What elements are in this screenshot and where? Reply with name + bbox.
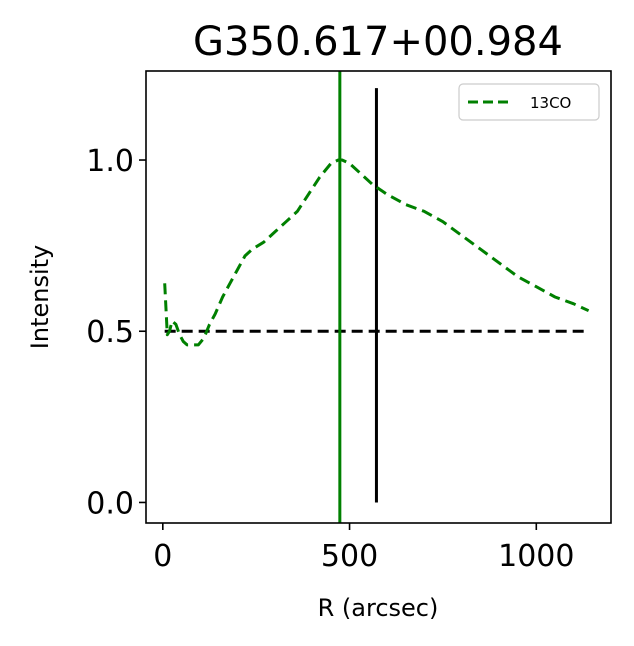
x-tick-label: 0 <box>153 539 172 574</box>
legend-frame <box>458 83 600 121</box>
x-tick-label: 500 <box>321 539 378 574</box>
series-line-0 <box>163 158 590 347</box>
x-axis: 0 500 1000 <box>153 523 574 574</box>
x-tick-label: 1000 <box>498 539 574 574</box>
plot-area <box>163 71 590 523</box>
y-axis-label: Intensity <box>26 245 54 349</box>
y-axis: 0.0 0.5 1.0 <box>86 144 146 521</box>
legend: 13CO <box>458 83 600 121</box>
chart-title: G350.617+00.984 <box>193 19 563 65</box>
axes-frame <box>145 70 612 524</box>
y-tick-label: 0.5 <box>86 315 134 350</box>
y-tick-label: 1.0 <box>86 144 134 179</box>
legend-label-13co: 13CO <box>530 94 571 112</box>
x-axis-label: R (arcsec) <box>318 594 439 622</box>
y-tick-label: 0.0 <box>86 486 134 521</box>
